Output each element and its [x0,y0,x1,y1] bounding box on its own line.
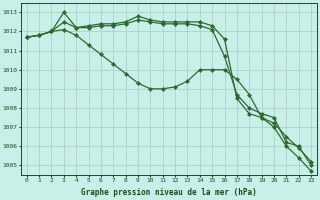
X-axis label: Graphe pression niveau de la mer (hPa): Graphe pression niveau de la mer (hPa) [81,188,257,197]
